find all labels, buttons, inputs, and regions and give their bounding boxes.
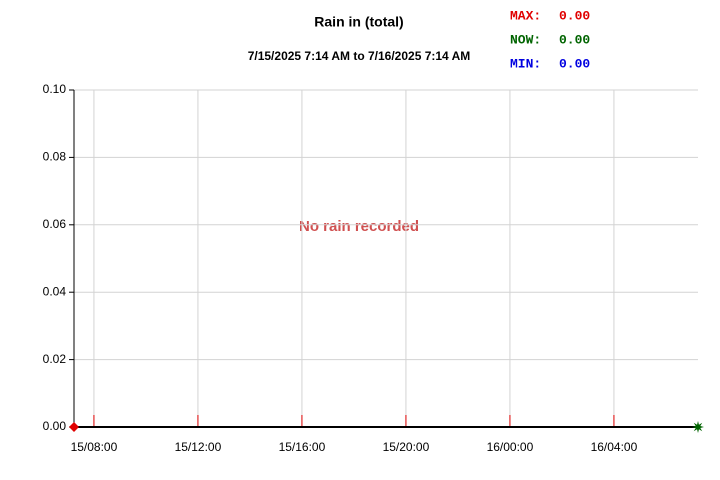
- stat-name: NOW:: [510, 32, 541, 47]
- max-marker: [69, 422, 79, 432]
- stat-value: 0.00: [559, 32, 590, 47]
- y-tick-label: 0.10: [43, 82, 67, 96]
- y-tick-label: 0.00: [43, 419, 67, 433]
- stat-name: MAX:: [510, 8, 541, 23]
- chart-title: Rain in (total): [314, 14, 403, 30]
- x-tick-label: 16/04:00: [591, 440, 638, 454]
- x-tick-label: 16/00:00: [487, 440, 534, 454]
- chart-subtitle: 7/15/2025 7:14 AM to 7/16/2025 7:14 AM: [248, 49, 471, 63]
- x-tick-label: 15/20:00: [383, 440, 430, 454]
- annotation: No rain recorded: [299, 218, 419, 235]
- stat-value: 0.00: [559, 8, 590, 23]
- x-tick-label: 15/12:00: [175, 440, 222, 454]
- x-tick-label: 15/08:00: [71, 440, 118, 454]
- x-tick-label: 15/16:00: [279, 440, 326, 454]
- y-tick-label: 0.02: [43, 352, 67, 366]
- y-tick-label: 0.06: [43, 217, 67, 231]
- stat-value: 0.00: [559, 56, 590, 71]
- now-marker: [692, 421, 704, 433]
- stat-name: MIN:: [510, 56, 541, 71]
- y-tick-label: 0.08: [43, 150, 67, 164]
- y-tick-label: 0.04: [43, 284, 67, 298]
